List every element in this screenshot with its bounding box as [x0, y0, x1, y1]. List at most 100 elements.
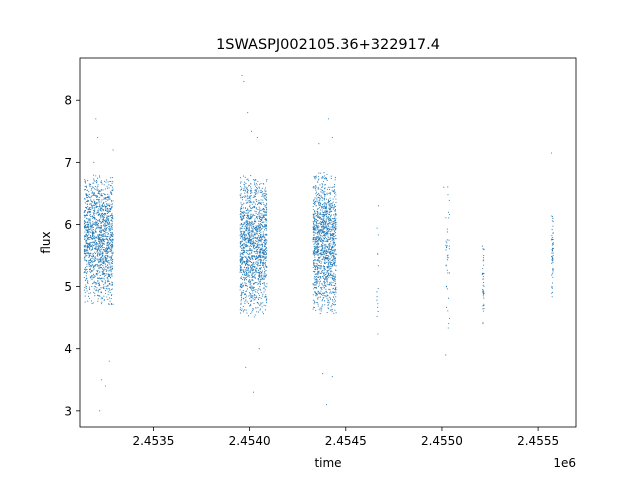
data-point	[84, 179, 86, 181]
data-point	[95, 220, 97, 222]
data-point	[254, 196, 256, 198]
data-point	[312, 200, 315, 202]
data-point	[316, 282, 318, 284]
data-point	[109, 228, 111, 230]
data-point	[109, 263, 111, 265]
data-point	[329, 206, 331, 208]
data-point	[100, 236, 102, 238]
data-point	[314, 242, 316, 244]
data-point	[263, 183, 265, 185]
data-point	[329, 258, 331, 261]
data-point	[111, 224, 113, 226]
data-point	[259, 255, 262, 257]
data-point	[245, 182, 247, 184]
data-point	[103, 230, 105, 233]
data-point	[331, 264, 334, 266]
data-point	[99, 218, 101, 220]
data-point	[261, 261, 263, 264]
data-point	[97, 300, 99, 302]
data-point	[257, 265, 259, 267]
data-point	[551, 237, 553, 239]
data-point	[315, 309, 317, 311]
data-point	[97, 252, 99, 254]
data-point	[315, 284, 317, 286]
data-point	[242, 311, 244, 313]
data-point	[90, 189, 92, 191]
data-point	[322, 228, 324, 230]
data-point	[89, 220, 91, 222]
data-point	[105, 220, 107, 222]
data-point	[446, 288, 448, 290]
data-point	[240, 286, 242, 288]
data-point	[328, 288, 330, 291]
data-point	[321, 307, 323, 309]
data-point	[447, 272, 449, 274]
data-point	[256, 233, 258, 235]
data-point	[313, 243, 315, 245]
data-point	[325, 244, 327, 246]
data-point	[102, 235, 104, 237]
data-point	[551, 152, 553, 154]
data-point	[247, 267, 249, 269]
data-point	[328, 218, 330, 220]
data-point	[249, 206, 251, 208]
data-point	[239, 271, 241, 273]
data-point	[85, 286, 87, 288]
data-point	[256, 208, 258, 211]
data-point	[88, 262, 90, 264]
x-tick-label: 2.4540	[229, 434, 271, 448]
data-point	[88, 220, 90, 222]
data-point	[330, 241, 332, 243]
data-point	[249, 280, 252, 282]
data-point	[249, 286, 251, 288]
data-point	[552, 242, 554, 244]
data-point	[443, 186, 445, 188]
data-point	[331, 234, 333, 236]
data-point	[247, 263, 249, 265]
data-point	[86, 214, 89, 216]
data-point	[239, 312, 242, 314]
data-point	[321, 299, 323, 301]
data-point	[265, 218, 267, 220]
data-point	[110, 240, 112, 242]
data-point	[335, 300, 337, 302]
data-point	[107, 223, 109, 225]
data-point	[259, 183, 261, 185]
data-point	[262, 215, 264, 217]
data-point	[86, 272, 88, 274]
data-point	[99, 285, 101, 287]
data-point	[97, 264, 99, 266]
data-point	[240, 246, 242, 248]
data-point	[108, 266, 110, 268]
data-point	[90, 258, 92, 260]
data-point	[264, 205, 266, 207]
data-point	[258, 252, 260, 254]
data-point	[246, 191, 249, 193]
data-point	[85, 288, 87, 290]
data-point	[255, 232, 257, 234]
data-point	[314, 188, 316, 190]
data-point	[313, 201, 316, 204]
data-point	[325, 252, 327, 254]
data-point	[95, 256, 97, 258]
data-point	[445, 249, 447, 251]
data-point	[321, 215, 323, 217]
data-point	[256, 251, 258, 253]
data-point	[103, 249, 105, 251]
data-point	[315, 189, 317, 191]
data-point	[327, 118, 330, 120]
data-point	[258, 187, 261, 189]
data-point	[92, 255, 95, 257]
data-point	[93, 233, 95, 235]
data-point	[241, 273, 244, 275]
data-point	[111, 221, 113, 223]
data-point	[257, 235, 260, 237]
data-point	[96, 213, 98, 215]
data-point	[105, 274, 107, 276]
data-point	[324, 244, 326, 246]
data-point	[96, 211, 98, 213]
data-point	[264, 197, 266, 199]
data-point	[101, 259, 103, 261]
data-point	[247, 245, 249, 247]
data-point	[333, 204, 335, 206]
